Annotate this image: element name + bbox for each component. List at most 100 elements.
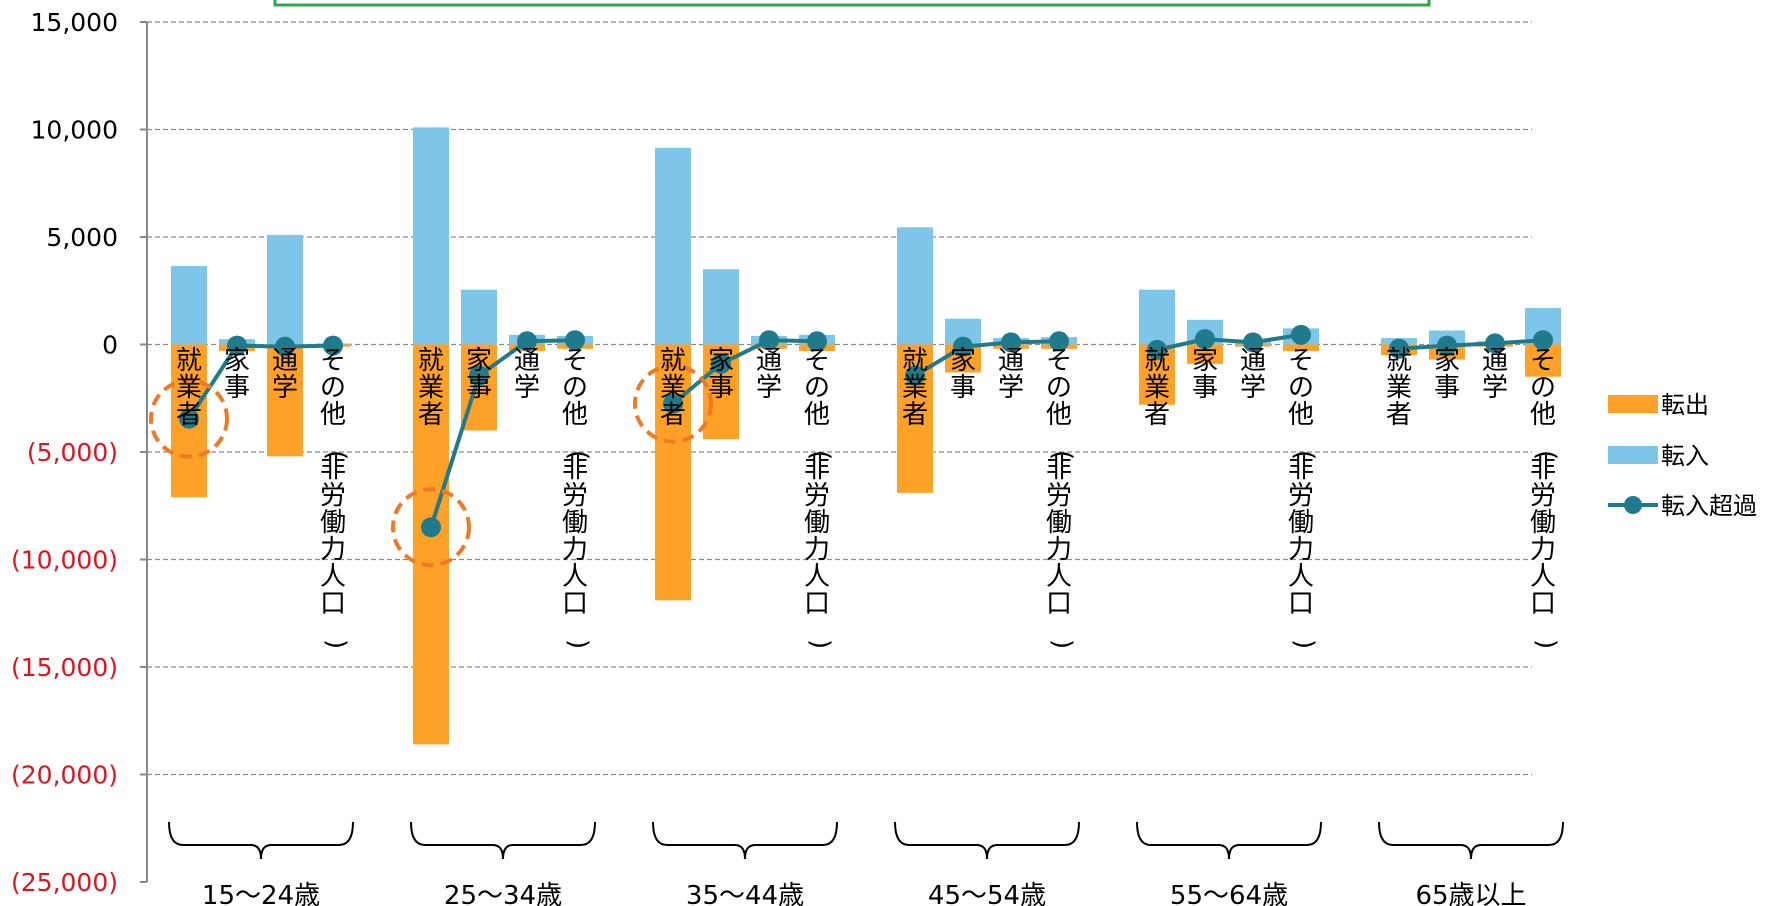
category-label: 就業者 xyxy=(176,346,202,430)
category-label: その他(非労働力人口) xyxy=(320,346,351,649)
category-label: 家事 xyxy=(224,346,250,403)
bar-inflow xyxy=(1139,289,1175,345)
category-label: 就業者 xyxy=(1386,346,1412,430)
highlight-circle xyxy=(391,487,471,568)
net-point xyxy=(953,336,973,357)
category-label: 通学 xyxy=(272,346,298,403)
bars xyxy=(171,127,1561,745)
net-point xyxy=(421,517,441,538)
y-tick-label: 10,000 xyxy=(31,116,118,145)
category-label: 家事 xyxy=(466,346,492,403)
legend-swatch-inflow xyxy=(1608,446,1658,464)
category-label: 就業者 xyxy=(418,346,444,430)
category-label: 家事 xyxy=(1192,346,1218,403)
net-point xyxy=(663,393,683,414)
category-label: 通学 xyxy=(1482,346,1508,403)
group-bracket xyxy=(168,821,354,860)
net-line-segment xyxy=(1398,338,1544,351)
group-label: 25～34歳 xyxy=(444,881,562,906)
net-point xyxy=(179,408,199,429)
group-label: 15～24歳 xyxy=(202,881,320,906)
net-point xyxy=(1001,332,1021,353)
bar-inflow xyxy=(267,234,303,345)
bar-outflow xyxy=(1283,344,1319,351)
highlight-circle xyxy=(149,378,229,459)
category-label: 通学 xyxy=(998,346,1024,403)
legend-label: 転出 xyxy=(1661,391,1709,419)
legend-label: 転入 xyxy=(1661,442,1709,470)
net-point xyxy=(1291,324,1311,345)
net-line-segment xyxy=(187,343,334,420)
y-tick-label: 15,000 xyxy=(31,8,118,37)
group-label: 65歳以上 xyxy=(1415,881,1526,906)
legend-label: 転入超過 xyxy=(1661,492,1757,520)
bar-outflow xyxy=(655,344,691,601)
legend-swatch-outflow xyxy=(1608,395,1658,413)
net-point xyxy=(323,335,343,356)
bar-inflow xyxy=(461,289,497,345)
category-label: その他(非労働力人口) xyxy=(562,346,593,649)
group-bracket xyxy=(1136,821,1322,860)
category-label: その他(非労働力人口) xyxy=(804,346,835,649)
highlight-circle xyxy=(633,363,713,444)
net-line-segment xyxy=(429,338,576,528)
group-bracket xyxy=(1378,821,1564,860)
category-label: 家事 xyxy=(708,346,734,403)
category-label: 就業者 xyxy=(1144,346,1170,430)
net-point xyxy=(905,365,925,386)
category-label: 就業者 xyxy=(902,346,928,430)
y-tick-label: (20,000) xyxy=(11,761,118,790)
net-point xyxy=(1195,329,1215,350)
group-bracket xyxy=(894,821,1080,860)
bar-inflow xyxy=(171,266,207,345)
legend-swatch-net-point xyxy=(1624,496,1642,514)
y-tick-label: (15,000) xyxy=(11,653,118,682)
bar-inflow xyxy=(897,227,933,345)
highlight-circles xyxy=(149,363,713,568)
category-label: その他(非労働力人口) xyxy=(1288,346,1319,649)
bar-inflow xyxy=(655,147,691,345)
category-label: 家事 xyxy=(950,346,976,403)
group-bracket xyxy=(652,821,838,860)
net-point xyxy=(517,331,537,352)
net-point xyxy=(1389,338,1409,359)
net-point xyxy=(1485,333,1505,354)
net-point xyxy=(711,353,731,374)
net-line xyxy=(179,324,1553,538)
bar-outflow xyxy=(413,344,449,745)
category-label: 通学 xyxy=(756,346,782,403)
category-label: 通学 xyxy=(514,346,540,403)
group-label: 55～64歳 xyxy=(1170,881,1288,906)
net-point xyxy=(1049,331,1069,352)
bar-outflow xyxy=(1187,344,1223,364)
net-line-segment xyxy=(1156,332,1302,352)
net-point xyxy=(1533,330,1553,351)
y-tick-label: 0 xyxy=(102,331,118,360)
bar-inflow xyxy=(413,127,449,345)
net-point xyxy=(807,331,827,352)
category-label: その他(非労働力人口) xyxy=(1530,346,1561,649)
net-point xyxy=(1437,335,1457,356)
group-bracket xyxy=(410,821,596,860)
category-labels: 就業者家事通学その他(非労働力人口)就業者家事通学その他(非労働力人口)就業者家… xyxy=(176,346,1561,649)
green-frame xyxy=(273,0,1431,7)
net-point xyxy=(759,330,779,351)
net-point xyxy=(1147,339,1167,360)
category-label: その他(非労働力人口) xyxy=(1046,346,1077,649)
net-point xyxy=(227,335,247,356)
net-point xyxy=(469,365,489,386)
net-line-segment xyxy=(671,338,818,406)
y-axis-tick-labels: 15,000 10,000 5,000 0 (5,000) (10,000) (15,000… xyxy=(11,8,118,897)
bar-inflow xyxy=(703,269,739,345)
y-tick-label: 5,000 xyxy=(46,223,118,252)
net-point xyxy=(565,330,585,351)
group-label: 45～54歳 xyxy=(928,881,1046,906)
y-tick-label: (10,000) xyxy=(11,546,118,575)
bar-outflow xyxy=(267,344,303,457)
net-line-segment xyxy=(913,339,1060,378)
y-tick-label: (25,000) xyxy=(11,868,118,897)
category-label: 就業者 xyxy=(660,346,686,430)
group-label: 35～44歳 xyxy=(686,881,804,906)
